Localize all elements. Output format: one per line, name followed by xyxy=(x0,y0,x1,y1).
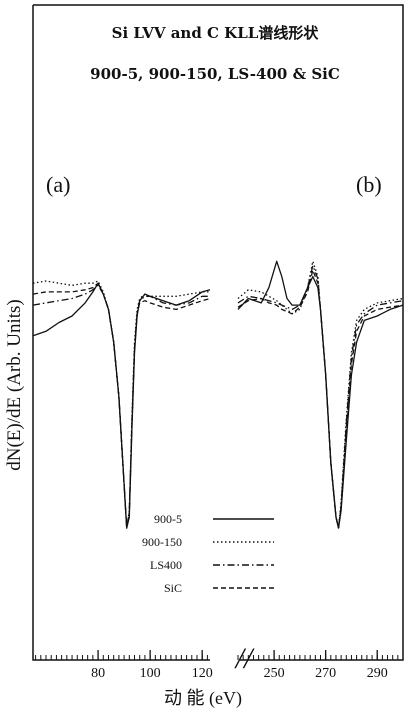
legend-entry: 900-5 xyxy=(154,512,274,526)
series-line-a-sic xyxy=(32,282,211,529)
series-line-b-900-150 xyxy=(237,260,404,529)
legend-entry: LS400 xyxy=(150,558,274,572)
panel-a-label: (a) xyxy=(46,172,71,197)
legend-label: LS400 xyxy=(150,558,182,572)
series-line-a-900-150 xyxy=(32,280,210,529)
legend: 900-5 900-150 LS400 SiC xyxy=(142,512,274,595)
x-tick-label: 290 xyxy=(367,666,388,681)
legend-label: SiC xyxy=(164,581,182,595)
series-line-b-sic xyxy=(237,269,404,529)
minor-ticks xyxy=(35,655,404,660)
chart-subtitle: 900-5, 900-150, LS-400 & SiC xyxy=(90,65,340,83)
x-tick-label: 120 xyxy=(192,666,213,681)
legend-label: 900-150 xyxy=(142,535,182,549)
series-line-a-900-5 xyxy=(32,282,211,529)
plot-frame-left xyxy=(32,5,210,661)
major-ticks: 80 100 120 250 270 290 xyxy=(91,650,388,681)
x-tick-label: 250 xyxy=(264,666,285,681)
x-axis-label: 动 能 (eV) xyxy=(164,688,242,708)
panel-b-label: (b) xyxy=(356,172,382,197)
legend-entry: 900-150 xyxy=(142,535,274,549)
series-layer xyxy=(32,260,404,529)
chart-title: Si LVV and C KLL谱线形状 xyxy=(111,24,319,42)
x-tick-label: 270 xyxy=(315,666,336,681)
plot-frame-right xyxy=(33,4,404,661)
axis-break-mark: // xyxy=(234,642,255,675)
x-tick-label: 100 xyxy=(140,666,161,681)
legend-label: 900-5 xyxy=(154,512,182,526)
x-tick-label: 80 xyxy=(91,666,105,681)
legend-entry: SiC xyxy=(164,581,274,595)
